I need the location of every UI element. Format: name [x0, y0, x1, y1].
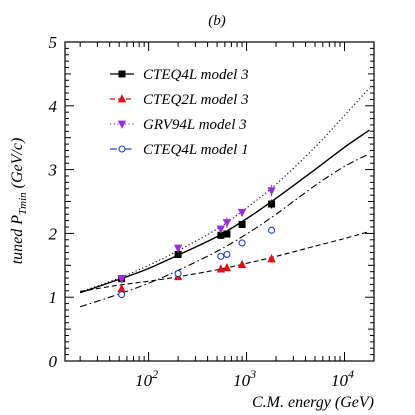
x-tick-exp: 3	[249, 367, 256, 381]
x-tick-base: 10	[135, 371, 153, 390]
data-point	[173, 244, 183, 253]
data-point	[267, 187, 276, 196]
legend-label: CTEQ4L model 1	[143, 142, 249, 158]
legend-marker	[117, 94, 127, 103]
legend-label: GRV94L model 3	[143, 117, 247, 133]
tick-marks	[65, 41, 375, 362]
y-tick-label: 5	[49, 33, 58, 52]
data-point	[237, 259, 247, 269]
y-tick-label: 2	[49, 224, 58, 243]
legend: CTEQ4L model 3 CTEQ2L model 3 GRV94L model…	[110, 67, 249, 158]
x-tick-base: 10	[331, 371, 349, 390]
data-point	[217, 252, 225, 260]
series-markers	[117, 184, 276, 299]
data-point	[216, 225, 225, 234]
x-tick-label: 104	[331, 367, 354, 390]
x-tick-label: 102	[135, 367, 158, 390]
legend-marker	[118, 145, 126, 153]
y-tick-label: 1	[49, 288, 58, 307]
y-tick-label: 4	[49, 97, 58, 116]
legend-label: CTEQ2L model 3	[143, 92, 249, 108]
y-axis-label-sub: Tmin	[17, 192, 29, 215]
series-line	[79, 129, 370, 294]
x-tick-exp: 4	[348, 367, 354, 381]
y-axis-label: tuned PTmin (GeV/c)	[9, 138, 29, 265]
data-point	[117, 275, 126, 284]
data-point	[117, 284, 126, 293]
data-point	[222, 262, 232, 272]
y-axis-label-suffix: (GeV/c)	[9, 138, 26, 193]
y-tick-labels: 0 1 2 3 4 5	[48, 33, 58, 371]
data-point	[118, 291, 126, 299]
data-point	[216, 264, 225, 273]
data-point	[223, 230, 231, 238]
data-point	[268, 200, 276, 208]
y-tick-label: 3	[48, 161, 58, 180]
y-axis-label-prefix: tuned P	[9, 215, 26, 265]
x-tick-exp: 2	[152, 367, 158, 381]
chart-title: (b)	[208, 13, 226, 29]
legend-marker	[117, 120, 127, 129]
x-tick-label: 103	[233, 367, 256, 390]
x-tick-labels: 102 103 104	[135, 367, 354, 390]
series-curves	[79, 87, 370, 308]
data-point	[222, 219, 232, 228]
legend-label: CTEQ4L model 3	[143, 67, 249, 83]
legend-marker	[118, 70, 126, 78]
data-point	[238, 220, 246, 228]
axes	[64, 41, 375, 362]
x-axis-label: C.M. energy (GeV)	[252, 394, 374, 411]
series-line	[79, 153, 370, 308]
data-point	[223, 250, 231, 259]
data-point	[174, 270, 182, 278]
series-line	[80, 230, 370, 293]
data-point	[267, 254, 276, 263]
data-point	[268, 226, 276, 234]
data-point	[237, 208, 247, 218]
plot-frame	[64, 41, 375, 362]
y-tick-label: 0	[49, 352, 58, 371]
x-tick-base: 10	[233, 371, 251, 390]
data-point	[238, 239, 246, 247]
